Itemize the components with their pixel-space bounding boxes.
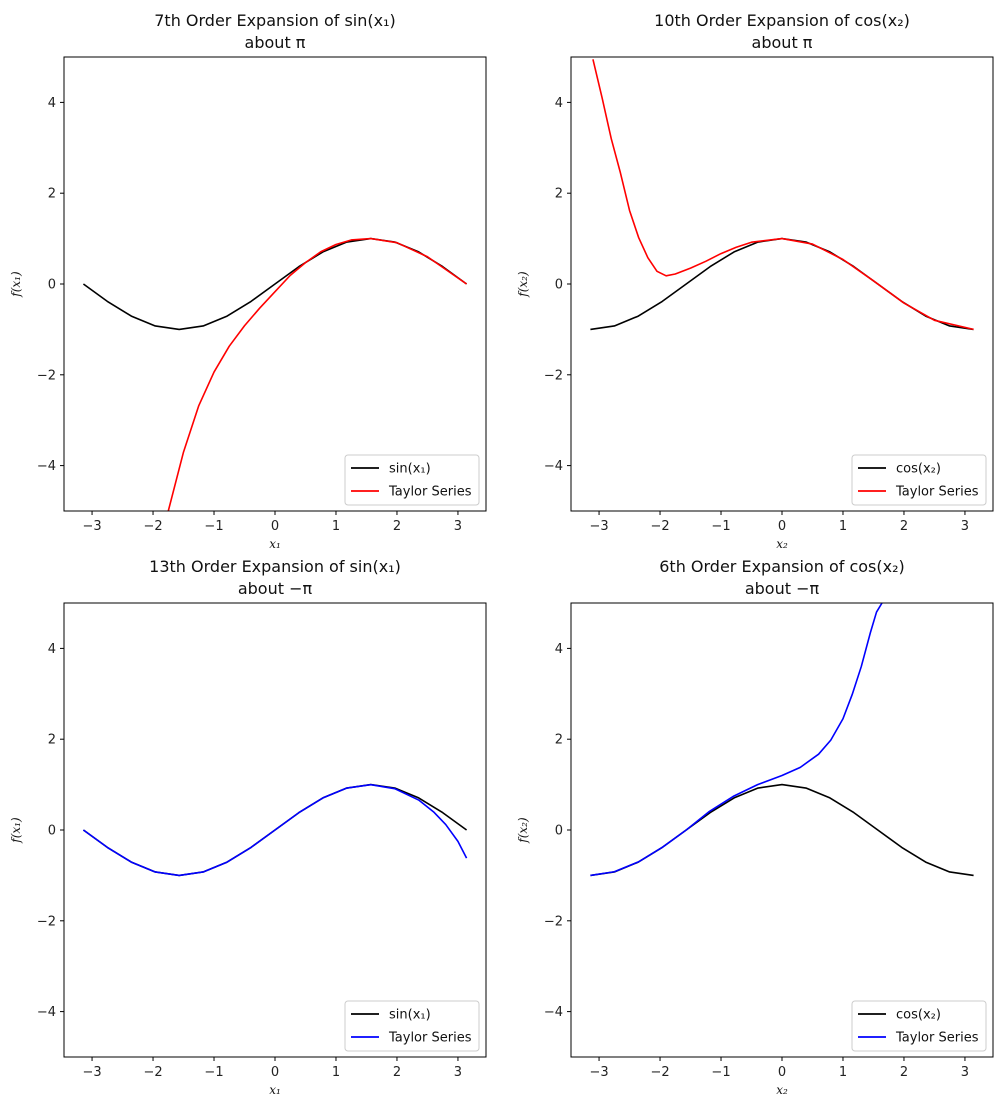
y-tick-label: −2: [37, 914, 56, 929]
chart-title-line-2: about −π: [745, 579, 820, 598]
x-tick-label: 3: [454, 519, 462, 534]
x-tick-label: 3: [961, 1065, 969, 1080]
legend-label: Taylor Series: [388, 485, 472, 500]
chart-title-line-1: 7th Order Expansion of sin(x₁): [154, 11, 396, 30]
y-axis-label: f(x₁): [9, 271, 23, 298]
legend-label: Taylor Series: [895, 1031, 979, 1046]
x-axis-label: x₁: [269, 1083, 281, 1097]
chart-title-line-1: 10th Order Expansion of cos(x₂): [654, 11, 910, 30]
y-tick-label: −2: [37, 368, 56, 383]
x-tick-label: −3: [589, 519, 608, 534]
y-tick-label: 4: [48, 96, 56, 111]
x-tick-label: −3: [589, 1065, 608, 1080]
x-tick-label: 3: [454, 1065, 462, 1080]
series-line-function: [590, 783, 974, 877]
series-line-taylor: [82, 783, 468, 877]
x-tick-label: −1: [204, 1065, 223, 1080]
x-tick-label: −3: [82, 1065, 101, 1080]
y-tick-label: 0: [555, 278, 563, 293]
series-line-taylor: [592, 59, 974, 331]
chart-title-line-2: about π: [245, 33, 306, 52]
y-tick-label: 2: [48, 187, 56, 202]
y-tick-label: −4: [544, 459, 563, 474]
x-tick-label: 2: [393, 1065, 401, 1080]
x-axis-label: x₂: [776, 537, 788, 551]
legend-label: Taylor Series: [895, 485, 979, 500]
series-line-function: [82, 237, 468, 331]
x-tick-label: −2: [650, 1065, 669, 1080]
chart-title-line-1: 13th Order Expansion of sin(x₁): [149, 557, 401, 576]
y-tick-label: −4: [544, 1005, 563, 1020]
x-tick-label: −3: [82, 519, 101, 534]
y-tick-label: 2: [555, 733, 563, 748]
x-tick-label: 2: [900, 519, 908, 534]
x-tick-label: 1: [839, 519, 847, 534]
x-tick-label: 2: [900, 1065, 908, 1080]
x-tick-label: 0: [778, 1065, 786, 1080]
y-tick-label: 2: [555, 187, 563, 202]
y-tick-label: −2: [544, 914, 563, 929]
chart-title-line-2: about π: [752, 33, 813, 52]
plot-frame: [570, 56, 994, 512]
y-tick-label: −4: [37, 1005, 56, 1020]
y-tick-label: 0: [555, 824, 563, 839]
series-line-taylor: [590, 603, 883, 877]
x-axis-label: x₁: [269, 537, 281, 551]
legend: sin(x₁) Taylor Series: [344, 454, 480, 506]
chart-title-line-2: about −π: [238, 579, 313, 598]
y-axis-label: f(x₂): [516, 817, 530, 844]
y-tick-label: 0: [48, 824, 56, 839]
legend-label: cos(x₂): [896, 462, 941, 477]
subplot-4: −3 −2 −1 0 1 2 3 −4 −2 0 2 4 6th Order Expansion of …: [516, 557, 994, 1097]
y-tick-label: 0: [48, 278, 56, 293]
chart-title-line-1: 6th Order Expansion of cos(x₂): [659, 557, 905, 576]
x-tick-label: −2: [143, 1065, 162, 1080]
subplot-1: −3 −2 −1 0 1 2 3 −4 −2 0 2 4 7th Order Expansion of …: [9, 11, 487, 551]
x-tick-label: 2: [393, 519, 401, 534]
x-tick-label: 1: [332, 519, 340, 534]
legend-label: sin(x₁): [389, 462, 431, 477]
x-tick-label: −1: [711, 519, 730, 534]
x-tick-label: −1: [711, 1065, 730, 1080]
legend-label: Taylor Series: [388, 1031, 472, 1046]
x-tick-label: 0: [271, 1065, 279, 1080]
legend-label: sin(x₁): [389, 1008, 431, 1023]
y-axis-label: f(x₁): [9, 817, 23, 844]
x-tick-label: 1: [839, 1065, 847, 1080]
series-line-function: [590, 237, 974, 331]
x-tick-label: 0: [271, 519, 279, 534]
legend: cos(x₂) Taylor Series: [851, 454, 987, 506]
y-tick-label: 4: [48, 642, 56, 657]
x-tick-label: −2: [143, 519, 162, 534]
x-tick-label: 3: [961, 519, 969, 534]
subplot-3: −3 −2 −1 0 1 2 3 −4 −2 0 2 4 13th Order Expansion of…: [9, 557, 487, 1097]
y-tick-label: −4: [37, 459, 56, 474]
x-axis-label: x₂: [776, 1083, 788, 1097]
legend-label: cos(x₂): [896, 1008, 941, 1023]
x-tick-label: 1: [332, 1065, 340, 1080]
y-tick-label: 4: [555, 96, 563, 111]
x-tick-label: 0: [778, 519, 786, 534]
y-tick-label: 4: [555, 642, 563, 657]
x-tick-label: −1: [204, 519, 223, 534]
y-tick-label: −2: [544, 368, 563, 383]
subplot-2: −3 −2 −1 0 1 2 3 −4 −2 0 2 4 10th Order Expansion of…: [516, 11, 994, 551]
legend: sin(x₁) Taylor Series: [344, 1000, 480, 1052]
x-tick-label: −2: [650, 519, 669, 534]
plot-frame: [570, 602, 994, 1058]
y-axis-label: f(x₂): [516, 271, 530, 298]
legend: cos(x₂) Taylor Series: [851, 1000, 987, 1052]
y-tick-label: 2: [48, 733, 56, 748]
series-line-taylor: [167, 237, 468, 511]
